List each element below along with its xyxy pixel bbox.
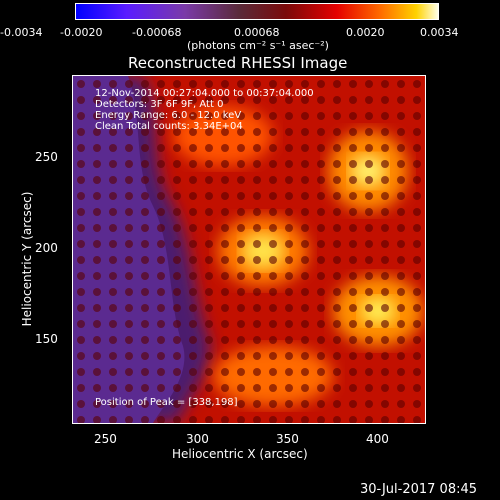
x-tick: 300 [186,432,209,446]
x-tick: 250 [94,432,117,446]
heatmap [73,76,425,423]
footer-date: 30-Jul-2017 08:45 [360,482,478,497]
colorbar [75,3,439,20]
image-title: Reconstructed RHESSI Image [128,54,348,72]
colorbar-tick: 0.00068 [234,26,280,39]
colorbar-tick: -0.00068 [132,26,182,39]
colorbar-unit: (photons cm⁻² s⁻¹ asec⁻²) [187,39,329,52]
colorbar-tick: 0.0020 [346,26,385,39]
x-tick: 350 [276,432,299,446]
x-axis-label: Heliocentric X (arcsec) [172,447,308,461]
annotation-energy: Energy Range: 6.0 - 12.0 keV [95,110,242,121]
y-tick: 250 [35,150,58,164]
annotation-peak: Position of Peak = [338,198] [95,397,238,408]
annotation-detectors: Detectors: 3F 6F 9F, Att 0 [95,99,224,110]
colorbar-tick: 0.0034 [420,26,459,39]
annotation-time: 12-Nov-2014 00:27:04.000 to 00:37:04.000 [95,88,314,99]
y-axis-label: Heliocentric Y (arcsec) [20,191,34,327]
annotation-clean: Clean Total counts: 3.34E+04 [95,121,243,132]
colorbar-tick: -0.0020 [60,26,103,39]
colorbar-tick: -0.0034 [0,26,43,39]
y-tick: 150 [35,332,58,346]
rhessi-image: 12-Nov-2014 00:27:04.000 to 00:37:04.000… [72,75,426,424]
x-tick: 400 [366,432,389,446]
y-tick: 200 [35,241,58,255]
